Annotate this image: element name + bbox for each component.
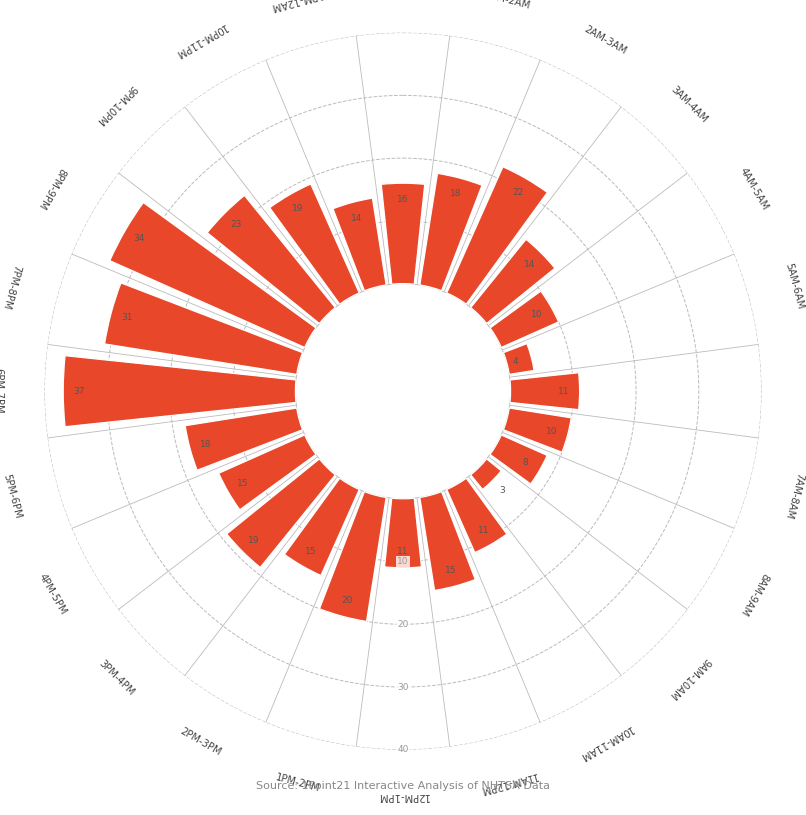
- Bar: [420, 491, 476, 590]
- Text: 30: 30: [397, 682, 409, 692]
- Text: 1AM-2AM: 1AM-2AM: [484, 0, 532, 11]
- Text: 11: 11: [477, 526, 489, 535]
- Text: 7PM-8PM: 7PM-8PM: [1, 263, 23, 310]
- Text: 20: 20: [397, 619, 409, 629]
- Bar: [285, 478, 359, 575]
- Text: 4PM-5PM: 4PM-5PM: [36, 571, 68, 616]
- Text: 8PM-9PM: 8PM-9PM: [36, 166, 68, 211]
- Text: 23: 23: [231, 220, 242, 229]
- Bar: [510, 372, 580, 410]
- Bar: [207, 196, 335, 324]
- Text: 5PM-6PM: 5PM-6PM: [1, 473, 23, 519]
- Text: 18: 18: [200, 439, 211, 448]
- Text: 20: 20: [341, 597, 352, 606]
- Text: 15: 15: [236, 479, 248, 488]
- Text: 9PM-10PM: 9PM-10PM: [94, 83, 139, 126]
- Text: 15: 15: [305, 548, 316, 557]
- Text: 31: 31: [121, 313, 132, 322]
- Text: 2PM-3PM: 2PM-3PM: [178, 726, 222, 758]
- Text: 4AM-5AM: 4AM-5AM: [737, 165, 770, 212]
- Bar: [333, 198, 386, 291]
- Text: 6AM-7AM: 6AM-7AM: [804, 368, 806, 415]
- Bar: [471, 459, 501, 490]
- Text: 18: 18: [451, 189, 462, 198]
- Bar: [447, 478, 507, 553]
- Bar: [185, 408, 302, 470]
- Text: 6PM-7PM: 6PM-7PM: [0, 368, 2, 414]
- Text: 9AM-10AM: 9AM-10AM: [667, 655, 712, 700]
- Bar: [226, 459, 335, 567]
- Text: 10AM-11AM: 10AM-11AM: [577, 723, 634, 761]
- Text: 16: 16: [397, 195, 409, 204]
- Text: 14: 14: [351, 214, 362, 222]
- Text: 8: 8: [523, 457, 529, 466]
- Bar: [504, 344, 534, 374]
- Text: 4: 4: [513, 356, 518, 366]
- Text: 2AM-3AM: 2AM-3AM: [583, 24, 629, 56]
- Text: 34: 34: [133, 234, 145, 244]
- Text: 22: 22: [512, 188, 523, 197]
- Bar: [490, 435, 547, 484]
- Text: 10: 10: [397, 557, 409, 566]
- Text: 37: 37: [73, 386, 85, 396]
- Text: 11: 11: [397, 547, 409, 556]
- Bar: [110, 203, 316, 347]
- Text: 11PM-12AM: 11PM-12AM: [268, 0, 328, 12]
- Text: 40: 40: [397, 745, 409, 755]
- Bar: [504, 408, 571, 452]
- Text: 10: 10: [531, 310, 542, 319]
- Bar: [490, 291, 559, 347]
- Text: 19: 19: [292, 205, 303, 214]
- Text: 11AM-12PM: 11AM-12PM: [478, 770, 538, 795]
- Text: 10PM-11PM: 10PM-11PM: [172, 21, 228, 59]
- Bar: [447, 167, 547, 304]
- Text: 19: 19: [248, 535, 260, 544]
- Text: 1PM-2PM: 1PM-2PM: [275, 772, 322, 793]
- Text: 7AM-8AM: 7AM-8AM: [783, 472, 805, 520]
- Text: Source: 1Point21 Interactive Analysis of NHTSA Data: Source: 1Point21 Interactive Analysis of…: [256, 781, 550, 791]
- Bar: [381, 183, 425, 284]
- Text: 5AM-6AM: 5AM-6AM: [783, 262, 805, 311]
- Bar: [420, 174, 482, 291]
- Text: 11: 11: [558, 386, 569, 396]
- Text: 3PM-4PM: 3PM-4PM: [97, 659, 136, 698]
- Bar: [63, 355, 296, 427]
- Text: 14: 14: [524, 260, 535, 269]
- Text: 12PM-1PM: 12PM-1PM: [377, 791, 429, 801]
- Text: 8AM-9AM: 8AM-9AM: [737, 570, 770, 617]
- Polygon shape: [296, 284, 510, 499]
- Text: 15: 15: [445, 566, 457, 575]
- Bar: [471, 240, 555, 324]
- Bar: [105, 283, 302, 374]
- Bar: [218, 435, 316, 509]
- Bar: [384, 498, 422, 568]
- Text: 3: 3: [500, 487, 505, 496]
- Bar: [319, 491, 386, 621]
- Text: 3AM-4AM: 3AM-4AM: [669, 85, 710, 125]
- Text: 10: 10: [546, 426, 558, 435]
- Bar: [270, 184, 359, 304]
